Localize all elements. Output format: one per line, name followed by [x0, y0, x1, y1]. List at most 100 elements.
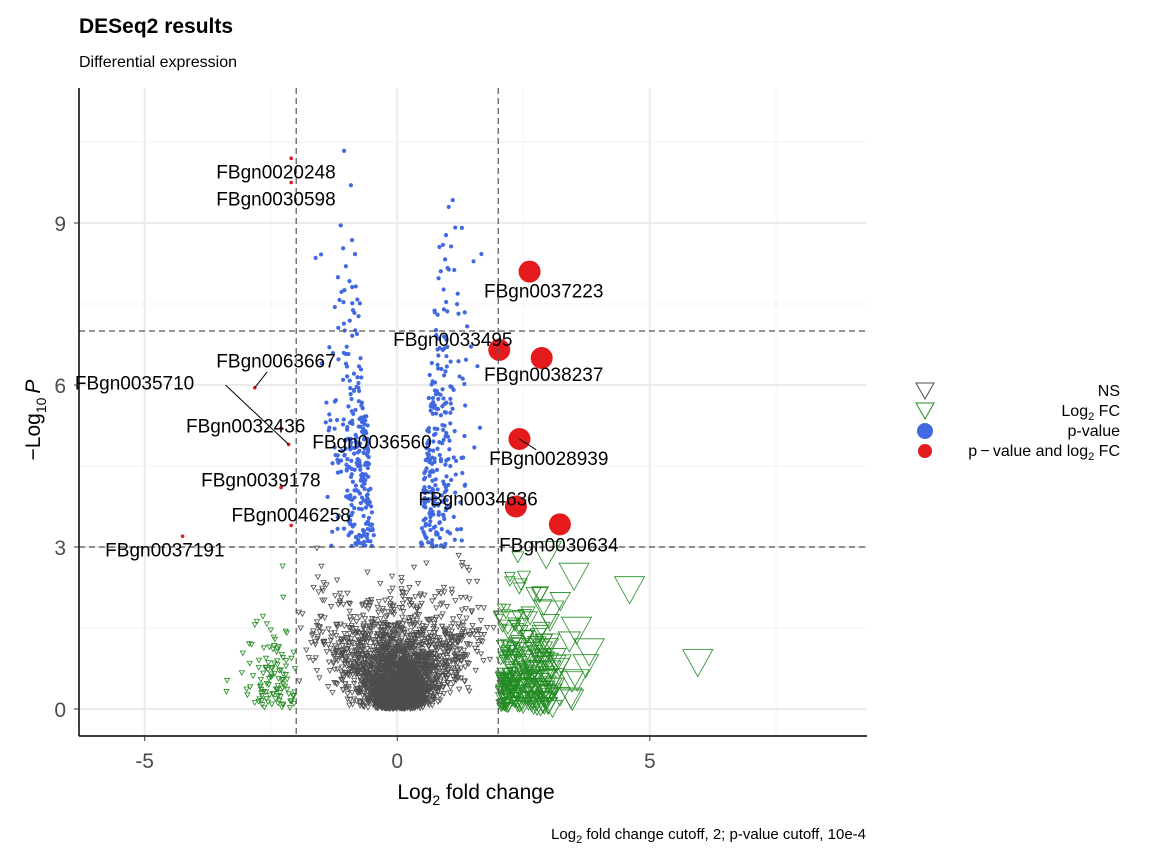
ns-point [437, 697, 444, 704]
ns-point [384, 698, 392, 705]
pvalue-point [426, 395, 431, 401]
ns-point [389, 585, 396, 592]
pvalue-point [437, 244, 442, 250]
pvalue-point [355, 297, 360, 302]
ns-point [465, 567, 473, 574]
pvalue-point [452, 537, 457, 542]
log2fc-point [275, 644, 283, 650]
ns-point [415, 673, 422, 680]
legend-key-circle [917, 423, 933, 439]
pvalue-point [366, 515, 372, 521]
ns-point [372, 704, 379, 710]
ns-point [464, 628, 472, 635]
ns-point [387, 646, 395, 653]
ns-point [444, 680, 452, 686]
pvalue-point [362, 446, 367, 451]
pvalue-point [325, 494, 330, 499]
ns-point [375, 639, 383, 646]
gene-label: FBgn0020248 [216, 163, 335, 184]
log2fc-point [558, 562, 590, 592]
ns-point [367, 690, 374, 696]
ns-point [424, 701, 432, 707]
log2fc-point [501, 649, 513, 660]
pvalue-point [427, 511, 432, 516]
ns-point [383, 686, 390, 693]
log2fc-point [274, 693, 282, 699]
ns-point [433, 605, 440, 612]
ns-point [351, 644, 358, 651]
pvalue-point [463, 403, 468, 408]
log2fc-point [283, 630, 291, 637]
legend-label-rest: FC [1094, 443, 1120, 460]
ns-point [353, 698, 360, 705]
ns-point [370, 637, 377, 644]
pvalue-point [434, 543, 439, 549]
ns-point [458, 607, 466, 614]
ns-point [354, 685, 361, 692]
log2fc-point [538, 669, 558, 687]
ns-point [455, 636, 463, 642]
ns-point [412, 662, 419, 669]
pvalue-point [355, 463, 360, 468]
log2fc-point [545, 648, 567, 667]
pvalue-point [363, 499, 369, 504]
pvalue-point [440, 404, 445, 409]
log2fc-point [265, 682, 272, 688]
legend-label: Log2 FC [1061, 403, 1120, 423]
ns-point [339, 671, 346, 678]
ns-point [353, 630, 361, 636]
log2fc-point [238, 670, 245, 677]
ns-point [438, 600, 446, 607]
ns-point [431, 620, 438, 627]
ns-point [446, 690, 454, 697]
log2fc-point [246, 641, 253, 648]
ns-point [346, 665, 354, 672]
x-axis-title-main: Log [397, 781, 432, 804]
log2fc-point [273, 649, 280, 656]
ns-point [454, 669, 462, 676]
log2fc-point [560, 616, 593, 646]
ns-point [396, 624, 404, 631]
ns-point [408, 666, 416, 673]
ns-point [344, 696, 351, 703]
ns-point [471, 645, 479, 652]
ns-point [407, 597, 414, 604]
pvalue-point [449, 385, 454, 390]
pvalue-point [353, 483, 358, 488]
ns-point [410, 603, 417, 610]
pvalue-point [354, 542, 359, 547]
ns-point [368, 693, 376, 699]
ns-point [430, 672, 437, 678]
ns-point [467, 631, 474, 638]
ns-point [381, 682, 389, 689]
ns-point [473, 578, 481, 585]
pvalue-point [344, 494, 349, 499]
pvalue-point [421, 518, 426, 523]
ns-point [420, 694, 427, 700]
ns-point [430, 685, 438, 692]
ns-point [432, 660, 440, 666]
ns-point [465, 661, 473, 667]
ns-point [400, 640, 407, 647]
pvalue-point [327, 425, 332, 430]
pvalue-point [340, 377, 346, 382]
pvalue-point [369, 510, 375, 515]
pvalue-point [419, 540, 424, 545]
ns-point [377, 633, 385, 640]
pvalue-point [453, 472, 458, 477]
log2fc-point [522, 686, 539, 701]
pvalue-point [449, 244, 454, 249]
ns-point [448, 670, 455, 676]
ns-point [442, 671, 449, 678]
pvalue-point [439, 493, 444, 498]
pvalue-point [330, 461, 335, 466]
ns-point [455, 633, 462, 640]
ns-point [455, 621, 462, 628]
ns-point [422, 667, 430, 673]
log2fc-point [496, 603, 507, 613]
ns-point [372, 680, 379, 687]
pvalue-point [328, 418, 333, 423]
pvalue-point [365, 532, 370, 537]
ns-point [411, 613, 419, 620]
ns-point [346, 601, 354, 608]
